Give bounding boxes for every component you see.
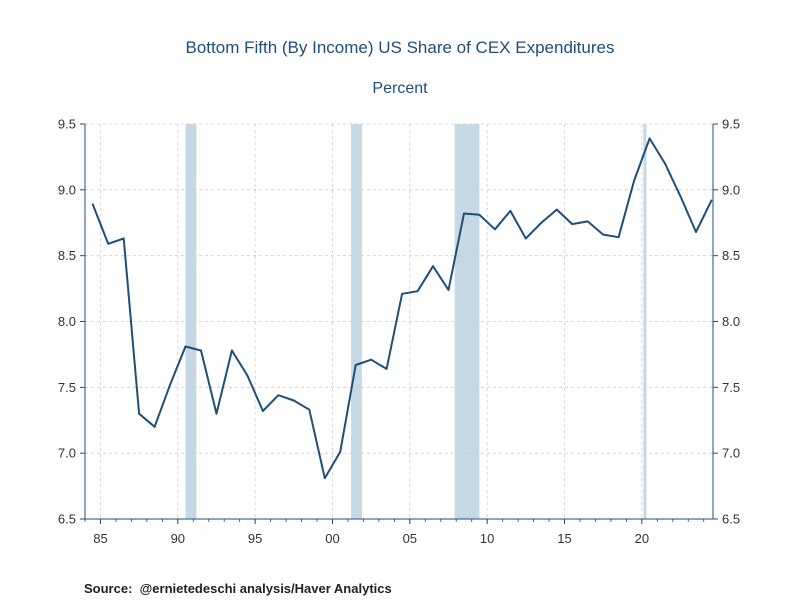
data-point — [354, 364, 357, 366]
data-point — [648, 137, 651, 140]
chart-subtitle: Percent — [372, 80, 428, 97]
x-tick-label: 15 — [557, 531, 571, 546]
data-point — [710, 199, 713, 202]
x-tick-label: 00 — [325, 531, 339, 546]
data-point — [633, 179, 636, 182]
data-point — [540, 221, 543, 224]
data-point — [246, 374, 249, 377]
x-tick-label: 95 — [248, 531, 262, 546]
data-point — [308, 408, 311, 411]
data-point — [695, 231, 697, 233]
data-point — [586, 220, 589, 223]
data-point — [679, 195, 682, 198]
y-tick-label: 9.0 — [58, 182, 76, 197]
grid-lines — [85, 123, 713, 520]
chart-title: Bottom Fifth (By Income) US Share of CEX… — [185, 38, 615, 57]
x-axis: 85 90 95 00 05 10 15 20 — [84, 519, 705, 546]
y-tick-label-right: 8.5 — [722, 248, 740, 263]
recession-band — [185, 124, 197, 519]
y-tick-label-right: 8.0 — [722, 314, 740, 329]
y-tick-label: 6.5 — [58, 512, 76, 527]
y-tick-label: 7.5 — [58, 380, 76, 395]
data-point — [571, 223, 574, 225]
data-point — [447, 289, 450, 291]
data-point — [432, 265, 434, 268]
series-line — [91, 137, 713, 480]
x-tick-label: 20 — [635, 531, 649, 546]
series-group — [91, 137, 713, 480]
data-point — [169, 383, 171, 386]
data-point — [153, 425, 156, 428]
data-point — [184, 345, 187, 348]
x-tick-label: 85 — [93, 531, 107, 546]
data-point — [107, 242, 110, 245]
x-tick-label: 10 — [480, 531, 494, 546]
y-tick-label-right: 9.0 — [722, 182, 740, 197]
data-point — [261, 410, 264, 412]
data-point — [385, 368, 388, 370]
y-tick-label: 7.0 — [58, 446, 76, 461]
data-point — [292, 399, 295, 402]
data-point — [602, 233, 605, 236]
y-tick-label-right: 6.5 — [722, 512, 740, 527]
y-axis-left: 6.5 7.0 7.5 8.0 8.5 9.0 9.5 — [58, 117, 85, 527]
y-tick-label-right: 7.0 — [722, 446, 740, 461]
data-point — [339, 450, 342, 453]
data-point — [200, 349, 202, 352]
y-tick-label-right: 9.5 — [722, 117, 740, 132]
source-note: Source: @ernietedeschi analysis/Haver An… — [84, 581, 392, 596]
data-point — [401, 292, 403, 295]
x-tick-label: 90 — [171, 531, 185, 546]
data-point — [463, 212, 465, 215]
data-point — [138, 412, 141, 415]
data-point — [215, 412, 218, 415]
y-tick-label-right: 7.5 — [722, 380, 740, 395]
data-point — [91, 203, 94, 206]
data-point — [478, 213, 481, 216]
data-point — [231, 349, 233, 352]
data-point — [122, 237, 125, 240]
y-tick-label: 8.5 — [58, 248, 76, 263]
x-tick-label: 05 — [403, 531, 417, 546]
y-axis-right: 6.5 7.0 7.5 8.0 8.5 9.0 9.5 — [713, 117, 740, 527]
data-point — [509, 210, 512, 212]
data-point — [416, 290, 419, 293]
data-point — [370, 358, 373, 361]
data-point — [664, 162, 666, 165]
data-point — [323, 477, 326, 480]
y-tick-label: 8.0 — [58, 314, 76, 329]
data-point — [494, 228, 496, 231]
data-point — [555, 208, 558, 211]
data-point — [277, 394, 280, 397]
data-point — [524, 237, 527, 240]
y-tick-label: 9.5 — [58, 117, 76, 132]
data-point — [617, 236, 620, 239]
